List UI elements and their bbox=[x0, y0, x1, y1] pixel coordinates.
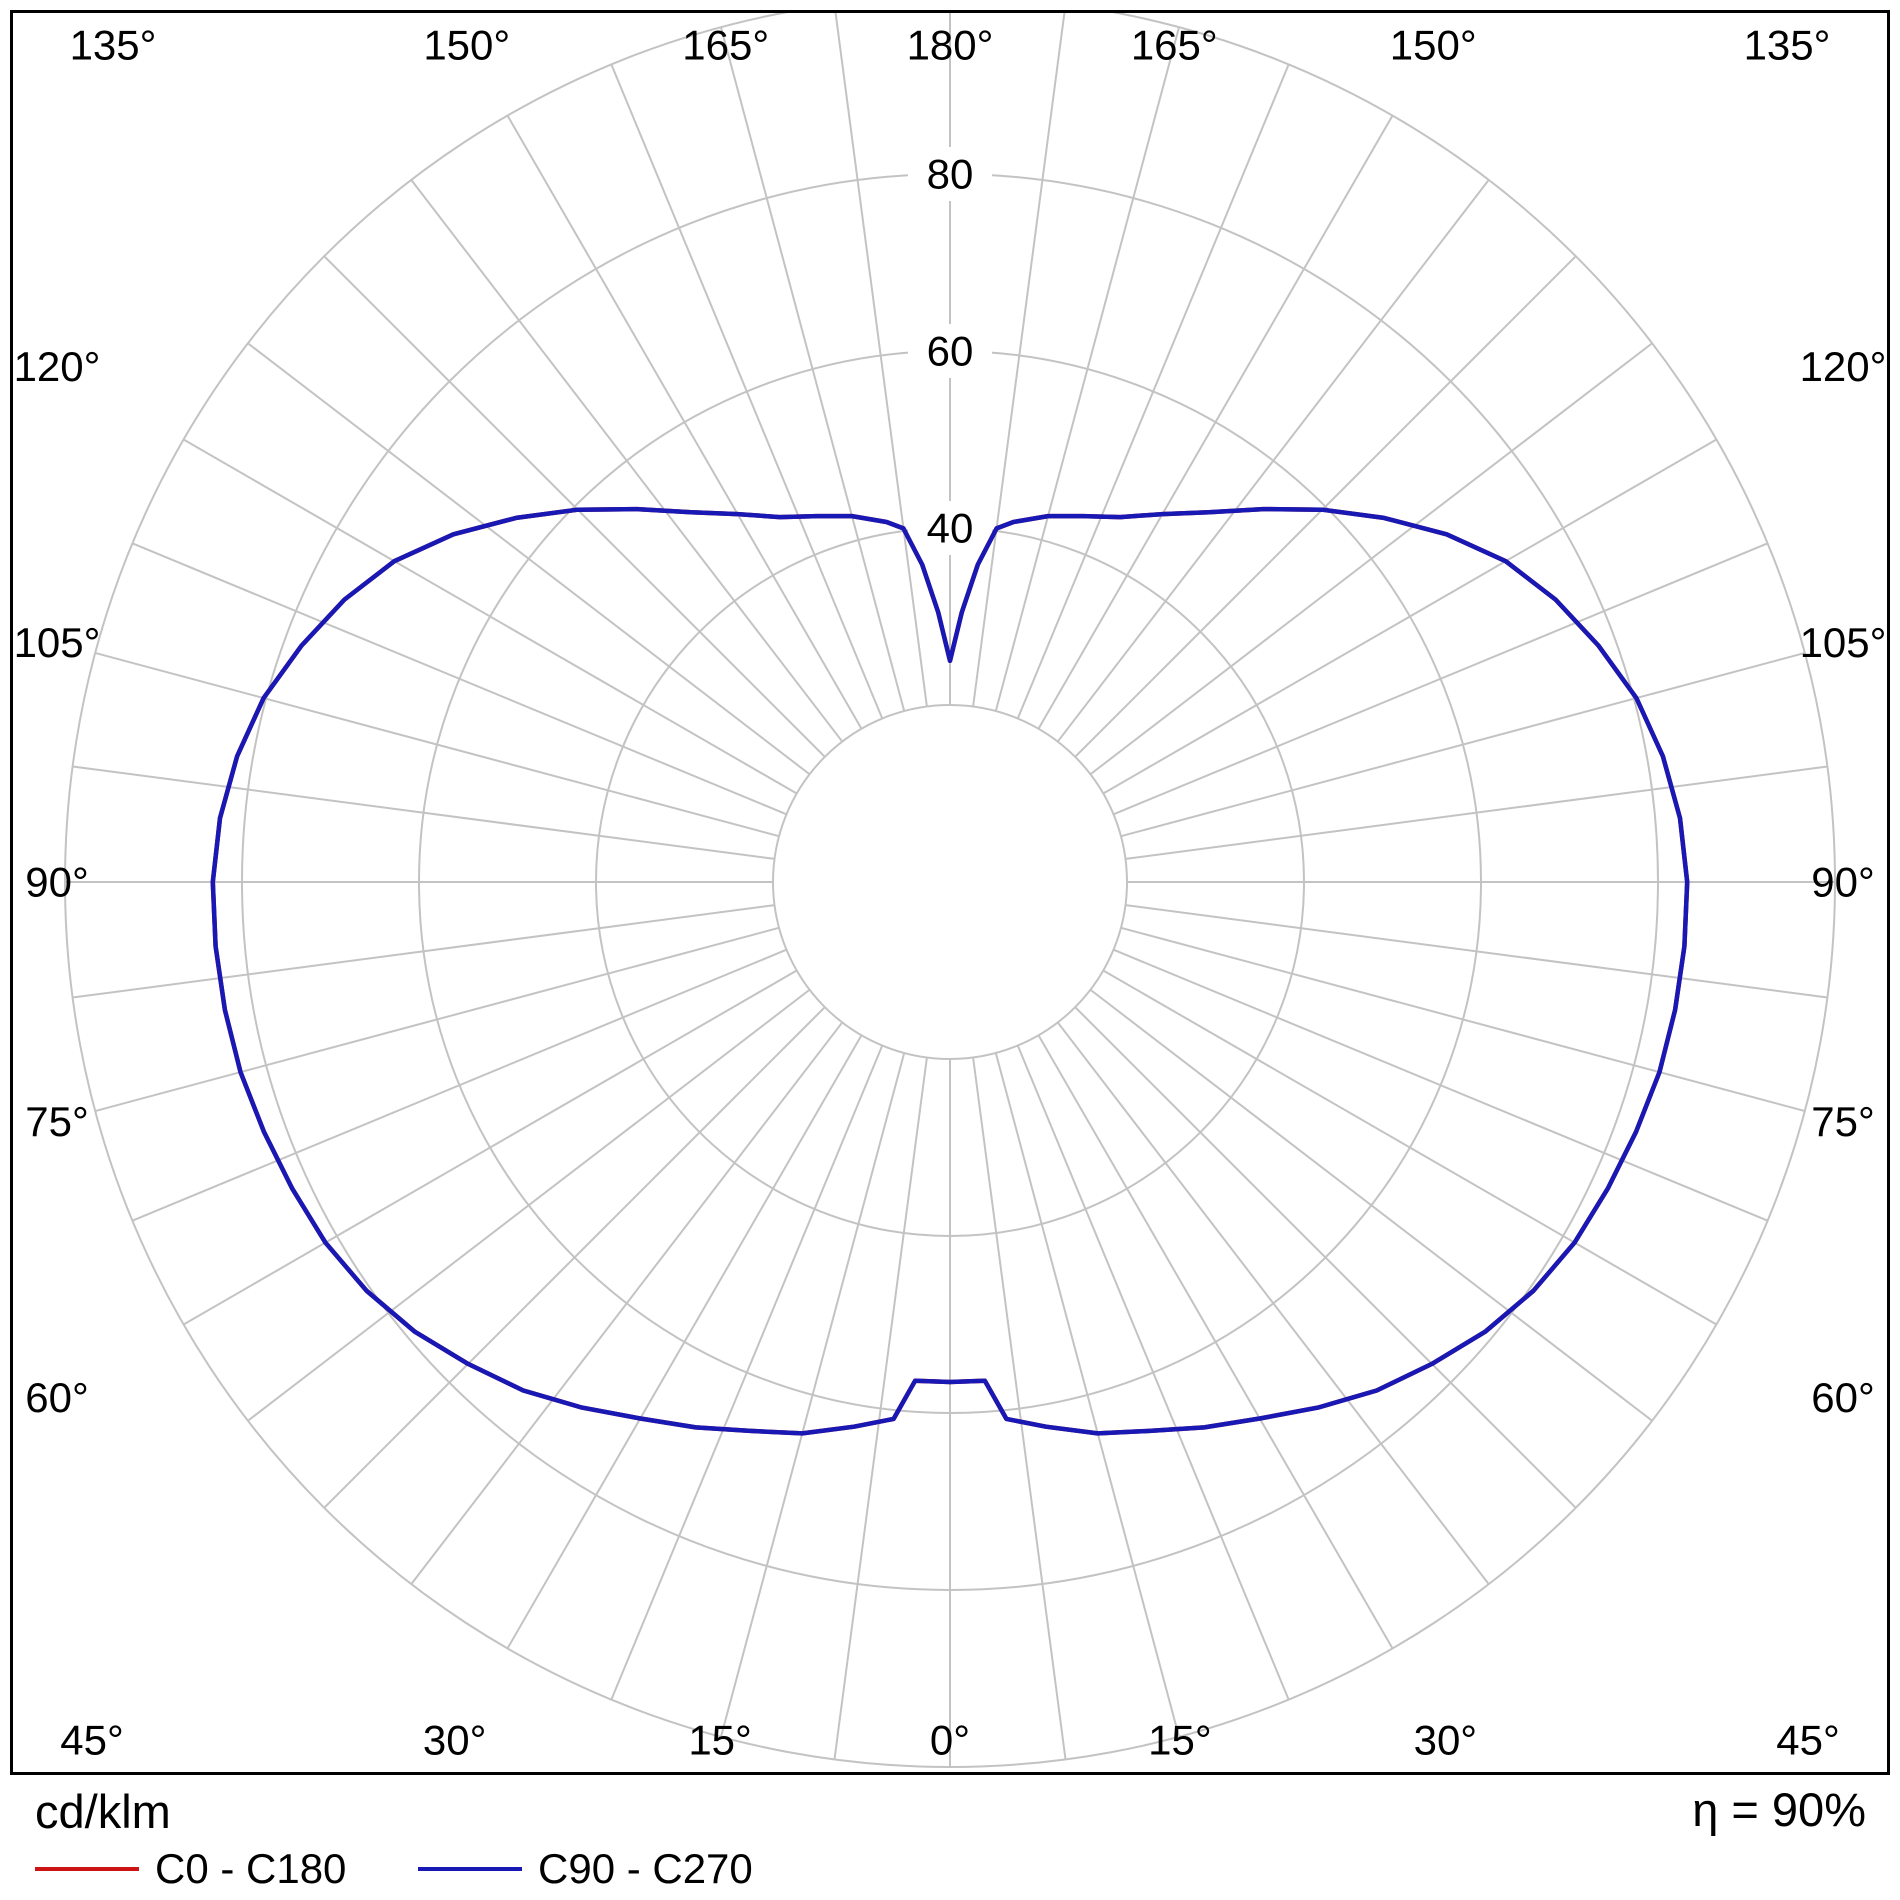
angle-label: 120° bbox=[1800, 343, 1887, 390]
polar-spoke bbox=[94, 926, 780, 1113]
legend-line-c0-c180 bbox=[35, 1867, 139, 1871]
polar-spoke bbox=[410, 179, 844, 743]
polar-chart: 0° 15° 15° 30° 30° 45° 45° 60° 60° 75° 75° 90° 90° 10… bbox=[14, 13, 1887, 1768]
radial-label: 80 bbox=[927, 151, 974, 198]
polar-spoke bbox=[1113, 948, 1769, 1222]
angle-label: 60° bbox=[1811, 1374, 1875, 1421]
radial-label: 40 bbox=[927, 505, 974, 552]
polar-spoke bbox=[323, 1006, 826, 1509]
radial-label-bg bbox=[908, 324, 992, 378]
polar-spoke bbox=[972, 13, 1066, 707]
polar-spoke bbox=[94, 651, 780, 838]
polar-spoke bbox=[719, 1052, 906, 1738]
units-label: cd/klm bbox=[35, 1785, 171, 1838]
polar-spoke bbox=[72, 765, 775, 860]
angle-label: 165° bbox=[682, 22, 769, 69]
polar-spoke bbox=[247, 342, 811, 776]
polar-spoke bbox=[1102, 438, 1717, 795]
curve-c90-c270 bbox=[210, 506, 1690, 1436]
legend-line-c90-c270 bbox=[418, 1867, 522, 1871]
polar-spoke bbox=[610, 1045, 884, 1701]
polar-spoke bbox=[1056, 179, 1490, 743]
polar-spoke bbox=[833, 1057, 928, 1760]
polar-spoke bbox=[183, 438, 798, 795]
polar-spoke bbox=[1037, 1034, 1394, 1649]
polar-spoke bbox=[183, 969, 798, 1326]
radial-label-bg bbox=[908, 501, 992, 555]
polar-spoke bbox=[247, 988, 811, 1422]
angle-label: 60° bbox=[25, 1374, 89, 1421]
polar-spoke bbox=[1074, 1006, 1577, 1509]
angle-label: 90° bbox=[1811, 859, 1875, 906]
polar-spoke bbox=[410, 1021, 844, 1585]
polar-spoke bbox=[1016, 1045, 1290, 1701]
polar-spoke bbox=[1089, 988, 1653, 1422]
polar-spoke bbox=[1074, 255, 1577, 758]
polar-spoke bbox=[1056, 1021, 1490, 1585]
polar-spoke bbox=[1113, 542, 1769, 816]
angle-label: 165° bbox=[1131, 22, 1218, 69]
angle-label: 120° bbox=[14, 343, 101, 390]
angle-label: 105° bbox=[14, 619, 101, 666]
polar-spoke bbox=[72, 904, 775, 999]
legend-label-c90-c270: C90 - C270 bbox=[538, 1845, 753, 1892]
polar-spoke bbox=[1120, 651, 1806, 838]
angle-label: 135° bbox=[70, 22, 157, 69]
angle-label: 45° bbox=[60, 1717, 124, 1764]
polar-spoke bbox=[972, 1057, 1067, 1760]
polar-spoke bbox=[1016, 63, 1290, 719]
angle-label: 150° bbox=[423, 22, 510, 69]
angle-label: 150° bbox=[1390, 22, 1477, 69]
efficiency-label: η = 90% bbox=[1692, 1783, 1866, 1836]
polar-spoke bbox=[506, 115, 863, 730]
polar-spoke bbox=[1125, 904, 1828, 999]
polar-spoke bbox=[994, 26, 1181, 712]
angle-label: 30° bbox=[1414, 1717, 1478, 1764]
polar-spoke bbox=[506, 1034, 863, 1649]
polar-spoke bbox=[610, 63, 884, 719]
angle-label: 75° bbox=[1811, 1098, 1875, 1145]
legend-item-c90-c270: C90 - C270 bbox=[418, 1844, 753, 1894]
angle-label: 30° bbox=[423, 1717, 487, 1764]
angle-label: 180° bbox=[907, 22, 994, 69]
polar-spoke bbox=[323, 255, 826, 758]
polar-spoke bbox=[834, 13, 928, 707]
angle-label: 15° bbox=[1148, 1717, 1212, 1764]
legend-label-c0-c180: C0 - C180 bbox=[155, 1845, 347, 1892]
angle-label: 75° bbox=[25, 1098, 89, 1145]
angle-label: 90° bbox=[25, 859, 89, 906]
radial-label-bg bbox=[908, 147, 992, 201]
polar-spoke bbox=[131, 948, 787, 1222]
polar-spoke bbox=[719, 26, 906, 712]
chart-frame: 0° 15° 15° 30° 30° 45° 45° 60° 60° 75° 75° 90° 90° 10… bbox=[10, 10, 1890, 1775]
polar-spoke bbox=[131, 542, 787, 816]
radial-label: 60 bbox=[927, 328, 974, 375]
angle-label: 135° bbox=[1744, 22, 1831, 69]
polar-spoke bbox=[1125, 765, 1828, 860]
angle-label: 15° bbox=[688, 1717, 752, 1764]
polar-spoke bbox=[1089, 342, 1653, 776]
angle-label: 105° bbox=[1800, 619, 1887, 666]
polar-spoke bbox=[1037, 115, 1394, 730]
angle-label: 45° bbox=[1776, 1717, 1840, 1764]
polar-ring bbox=[772, 704, 1128, 1060]
legend-item-c0-c180: C0 - C180 bbox=[35, 1844, 346, 1894]
angle-label: 0° bbox=[930, 1717, 970, 1764]
polar-spoke bbox=[1120, 926, 1806, 1113]
polar-spoke bbox=[1102, 969, 1717, 1326]
polar-spoke bbox=[994, 1052, 1181, 1738]
